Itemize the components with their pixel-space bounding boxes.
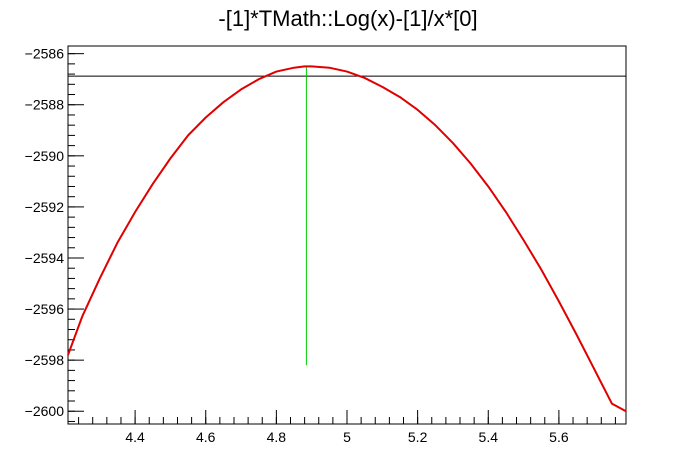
y-tick-label: −2596	[25, 301, 65, 317]
function-curve	[67, 65, 627, 413]
y-tick-label: −2590	[25, 148, 65, 164]
y-tick-label: −2594	[25, 250, 65, 266]
x-tick-label: 5.2	[408, 429, 428, 445]
x-tick-label: 4.8	[267, 429, 287, 445]
x-tick-label: 5.6	[549, 429, 569, 445]
y-tick-label: −2586	[25, 46, 65, 62]
chart-title: -[1]*TMath::Log(x)-[1]/x*[0]	[218, 6, 478, 31]
x-tick-label: 4.6	[196, 429, 216, 445]
y-tick-label: −2592	[25, 199, 65, 215]
y-tick-label: −2598	[25, 352, 65, 368]
plot-frame	[67, 45, 627, 425]
x-tick-label: 5	[343, 429, 351, 445]
x-tick-label: 4.4	[125, 429, 145, 445]
y-tick-label: −2588	[25, 97, 65, 113]
y-tick-label: −2600	[25, 403, 65, 419]
x-tick-label: 5.4	[479, 429, 499, 445]
